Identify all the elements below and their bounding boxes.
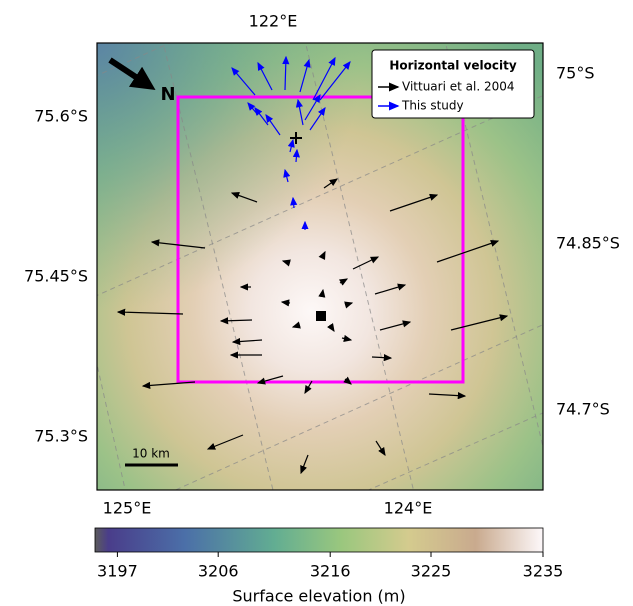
colorbar-tick-label: 3216 bbox=[310, 562, 351, 581]
velocity-vittuari bbox=[116, 178, 509, 475]
lon-label: 122°E bbox=[249, 12, 298, 31]
colorbar-label: Surface elevation (m) bbox=[232, 587, 405, 606]
north-label: N bbox=[160, 84, 175, 105]
legend-title: Horizontal velocity bbox=[389, 59, 516, 73]
colorbar bbox=[94, 527, 544, 553]
scale-label: 10 km bbox=[132, 447, 170, 461]
legend: Horizontal velocity Vittuari et al. 2004… bbox=[371, 49, 535, 119]
north-arrow bbox=[108, 57, 156, 90]
legend-label: Vittuari et al. 2004 bbox=[402, 80, 515, 94]
lat-label: 75.3°S bbox=[34, 427, 88, 446]
colorbar-tick-label: 3225 bbox=[411, 562, 452, 581]
lat-label: 74.85°S bbox=[556, 234, 620, 253]
lat-label: 75.45°S bbox=[24, 267, 88, 286]
map-frame bbox=[96, 42, 544, 491]
lat-label: 75.6°S bbox=[34, 107, 88, 126]
station-marker bbox=[316, 311, 326, 321]
legend-label: This study bbox=[401, 99, 464, 113]
reference-station bbox=[290, 132, 302, 144]
legend-box bbox=[371, 49, 535, 119]
lat-label: 75°S bbox=[556, 64, 595, 83]
lon-label: 125°E bbox=[103, 499, 152, 518]
colorbar-tick-label: 3197 bbox=[97, 562, 138, 581]
colorbar-tick-label: 3206 bbox=[198, 562, 239, 581]
velocity-this-study bbox=[231, 55, 351, 230]
lat-label: 74.7°S bbox=[556, 400, 610, 419]
colorbar-tick-label: 3235 bbox=[523, 562, 564, 581]
lon-label: 124°E bbox=[384, 499, 433, 518]
